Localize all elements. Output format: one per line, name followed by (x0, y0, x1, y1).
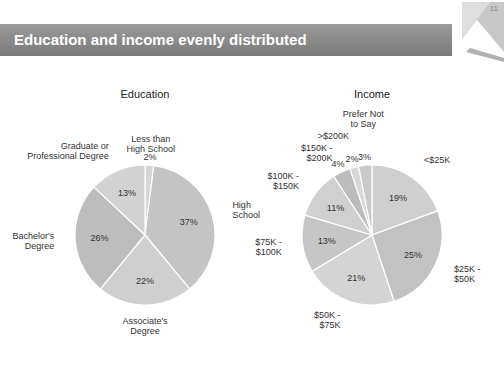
label-line: Less than (131, 134, 170, 144)
pie-slice (94, 165, 145, 235)
data-label: 11% (327, 203, 344, 213)
data-label: 26% (91, 233, 109, 243)
category-label: Bachelor'sDegree (12, 231, 54, 251)
category-label: Graduate orProfessional Degree (27, 141, 109, 161)
label-line: $25K - (454, 264, 481, 274)
label-line: Degree (130, 326, 160, 336)
category-label: HighSchool (232, 200, 260, 220)
label-line: $75K (320, 320, 341, 330)
label-line: $100K (256, 247, 282, 257)
data-label: 13% (118, 188, 136, 198)
category-label: Prefer Notto Say (343, 109, 385, 129)
category-label: $100K -$150K (268, 171, 300, 191)
category-label: $150K -$200K (301, 143, 333, 163)
logo (462, 2, 490, 40)
chart-title: Income (354, 88, 390, 100)
label-line: Bachelor's (12, 231, 54, 241)
header-band (0, 24, 452, 56)
category-label: Associate'sDegree (122, 316, 168, 336)
label-line: Associate's (122, 316, 168, 326)
data-label: 13% (318, 236, 336, 246)
category-label: $25K -$50K (454, 264, 481, 284)
label-line: High (232, 200, 251, 210)
pie-chart: Income19%25%21%13%11%4%2%3%<$25K$25K -$5… (255, 88, 480, 330)
slide: Education and income evenly distributed 1… (0, 0, 504, 378)
label-line: $50K - (314, 310, 341, 320)
category-label: $75K -$100K (255, 237, 282, 257)
label-line: Professional Degree (27, 151, 109, 161)
logo (462, 2, 504, 52)
data-label: 21% (347, 273, 365, 283)
category-label: <$25K (424, 155, 450, 165)
slide-title: Education and income evenly distributed (14, 31, 307, 48)
label-line: $200K (306, 153, 332, 163)
label-line: Graduate or (61, 141, 109, 151)
pie-slice (359, 165, 372, 235)
label-line: >$200K (318, 131, 349, 141)
data-label: 25% (404, 250, 422, 260)
page-number: 11 (490, 4, 499, 13)
label-line: $150K - (301, 143, 333, 153)
label-line: Degree (25, 241, 55, 251)
category-label: Less thanHigh School (126, 134, 175, 154)
label-line: $100K - (268, 171, 300, 181)
data-label: 3% (358, 152, 371, 162)
data-label: 2% (346, 154, 359, 164)
data-label: 22% (136, 276, 154, 286)
label-line: to Say (351, 119, 377, 129)
logo (466, 48, 504, 62)
label-line: High School (126, 144, 175, 154)
label-line: $75K - (255, 237, 282, 247)
category-label: $50K -$75K (314, 310, 341, 330)
chart-title: Education (121, 88, 170, 100)
data-label: 19% (389, 193, 407, 203)
label-line: Prefer Not (343, 109, 385, 119)
pie-chart: Education2%37%22%26%13%Less thanHigh Sch… (12, 88, 259, 336)
label-line: <$25K (424, 155, 450, 165)
label-line: $50K (454, 274, 475, 284)
label-line: School (232, 210, 260, 220)
label-line: $150K (273, 181, 299, 191)
data-label: 37% (180, 217, 198, 227)
data-label: 4% (331, 159, 344, 169)
category-label: >$200K (318, 131, 349, 141)
